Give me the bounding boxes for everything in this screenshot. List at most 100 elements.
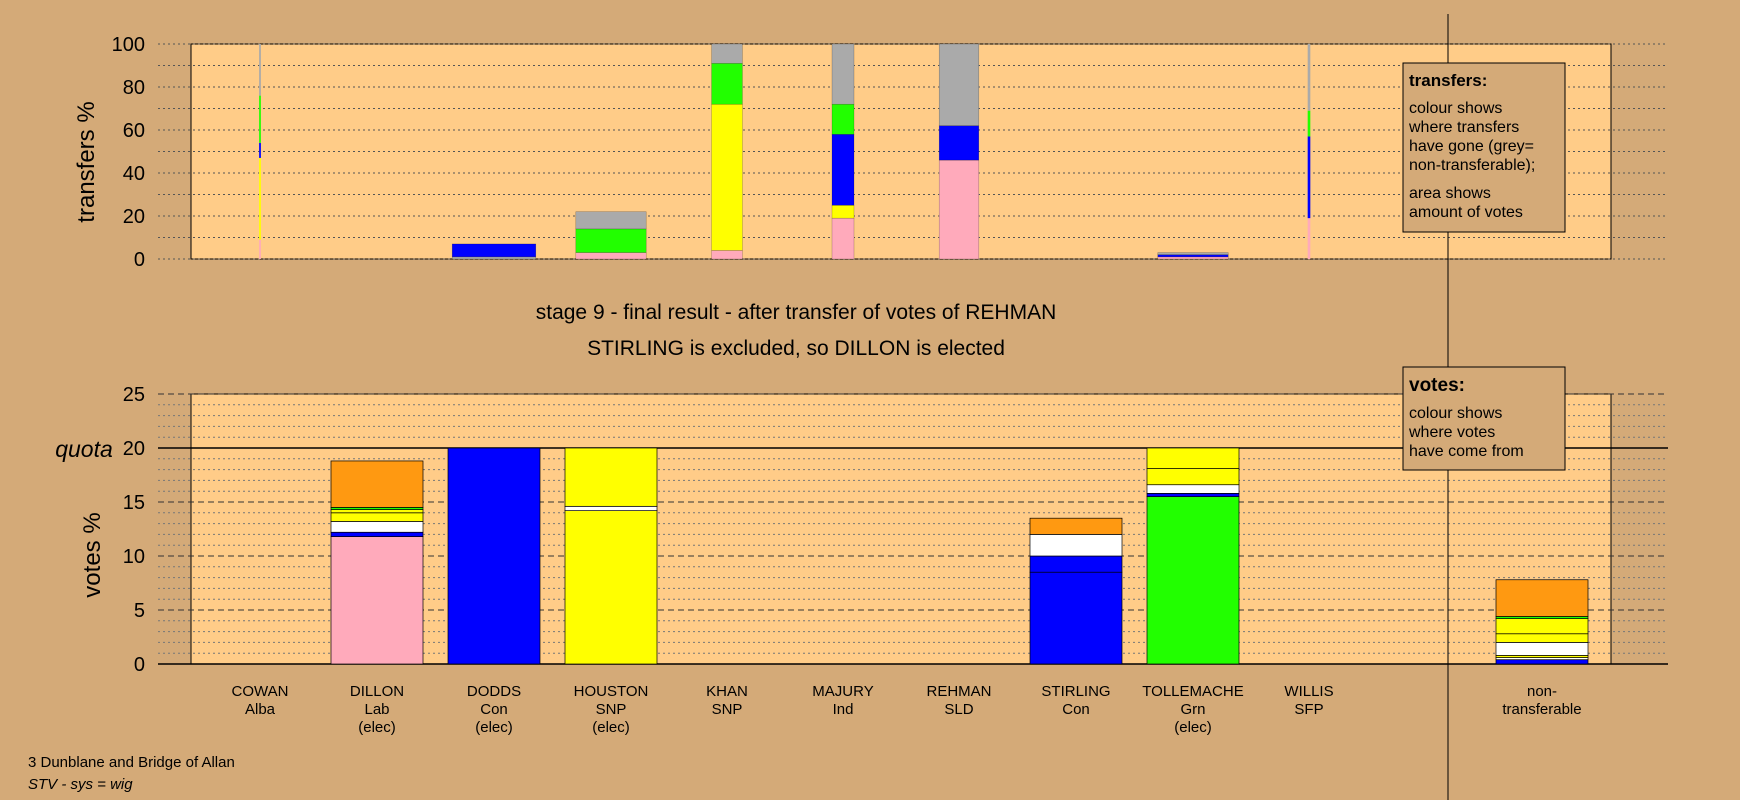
tick-label: 40 [123,163,145,185]
candidate-labels: COWANAlbaDILLONLab(elec)DODDSCon(elec)HO… [232,683,1582,736]
vote-segment [330,460,424,508]
vote-segment [564,505,658,511]
transfer-segment [711,103,743,251]
candidate-label: REHMAN [926,683,991,700]
transfer-segment [1157,252,1229,255]
transfer-segment [451,243,537,258]
candidate-label: (elec) [1174,719,1212,736]
candidate-label: (elec) [358,719,396,736]
vote-segment [330,531,424,537]
votes-bars [330,447,1589,665]
transfers-y-label: transfers % [73,101,100,222]
candidate-label: Con [1062,701,1090,718]
legend-transfers-line: amount of votes [1409,204,1523,221]
vote-segment [1029,555,1123,573]
transfer-segment [575,228,647,253]
transfer-segment [1307,218,1311,259]
legend-votes: votes: colour shows where votes have com… [1402,366,1566,471]
vote-segment [1029,517,1123,535]
candidate-label: Grn [1180,701,1205,718]
legend-transfers-line: have gone (grey= [1409,138,1534,155]
tick-label: 15 [123,492,145,514]
candidate-label: SNP [712,701,743,718]
transfer-segment [575,211,647,230]
vote-segment [330,512,424,522]
legend-transfers-line: non-transferable); [1409,157,1535,174]
tick-label: 80 [123,77,145,99]
candidate-label: Lab [364,701,389,718]
candidate-label: COWAN [232,683,289,700]
transfer-segment [711,250,743,260]
candidate-label: Con [480,701,508,718]
vote-segment [1146,468,1240,486]
vote-segment [330,521,424,533]
transfer-segment [259,239,261,259]
transfer-segment [938,43,980,126]
transfer-segment [575,252,647,260]
candidate-label: KHAN [706,683,748,700]
candidate-label: DODDS [467,683,521,700]
transfer-segment [259,142,261,158]
transfer-segment [831,205,855,219]
transfer-segment [1157,256,1229,260]
candidate-label: SFP [1294,701,1323,718]
legend-transfers: transfers: colour shows where transfers … [1402,62,1566,233]
transfer-segment [711,63,743,105]
transfer-segment [831,43,855,105]
transfer-segment [259,44,261,96]
transfer-segment [831,103,855,135]
vote-segment [564,510,658,665]
legend-votes-line: have come from [1409,443,1524,460]
candidate-label: HOUSTON [574,683,649,700]
candidate-label: WILLIS [1284,683,1333,700]
stage-title: stage 9 - final result - after transfer … [536,301,1057,324]
tick-label: 5 [134,600,145,622]
tick-label: 100 [112,34,145,56]
candidate-label: SLD [944,701,973,718]
votes-y-axis: 0 5 10 15 20 25 [123,384,145,676]
vote-segment [1495,579,1589,617]
candidate-label: (elec) [592,719,630,736]
vote-segment [1146,493,1240,497]
transfer-segment [831,217,855,260]
votes-y-label: votes % [79,512,106,597]
legend-transfers-line: colour shows [1409,100,1502,117]
vote-segment [1146,484,1240,494]
vote-segment [330,509,424,514]
candidate-label: (elec) [475,719,513,736]
vote-segment [1495,642,1589,656]
transfer-segment [451,256,537,260]
votes-panel [190,393,1612,665]
transfer-segment [259,157,261,240]
vote-segment [447,447,541,665]
vote-segment [564,447,658,507]
legend-votes-line: colour shows [1409,405,1502,422]
transfer-segment [938,159,980,260]
transfer-segment [1307,136,1311,219]
transfer-segment [831,134,855,206]
vote-segment [1146,496,1240,665]
tick-label: 60 [123,120,145,142]
legend-votes-line: where votes [1408,424,1495,441]
transfers-bars [259,43,1311,260]
transfer-segment [259,95,261,143]
candidate-label: transferable [1502,701,1581,718]
legend-transfers-title: transfers: [1409,71,1487,90]
vote-segment [1495,633,1589,643]
vote-segment [1495,659,1589,665]
transfer-segment [938,125,980,161]
tick-label: 25 [123,384,145,406]
vote-segment [330,536,424,665]
legend-transfers-line: where transfers [1408,119,1519,136]
footer-ward: 3 Dunblane and Bridge of Allan [28,754,235,771]
tick-label: 20 [123,206,145,228]
transfers-y-axis: 0 20 40 60 80 100 [112,34,145,271]
tick-label: 0 [134,654,145,676]
transfer-segment [1307,110,1311,137]
candidate-label: TOLLEMACHE [1142,683,1243,700]
tick-label: 10 [123,546,145,568]
candidate-label: STIRLING [1041,683,1110,700]
candidate-label: non- [1527,683,1557,700]
vote-segment [1029,534,1123,557]
